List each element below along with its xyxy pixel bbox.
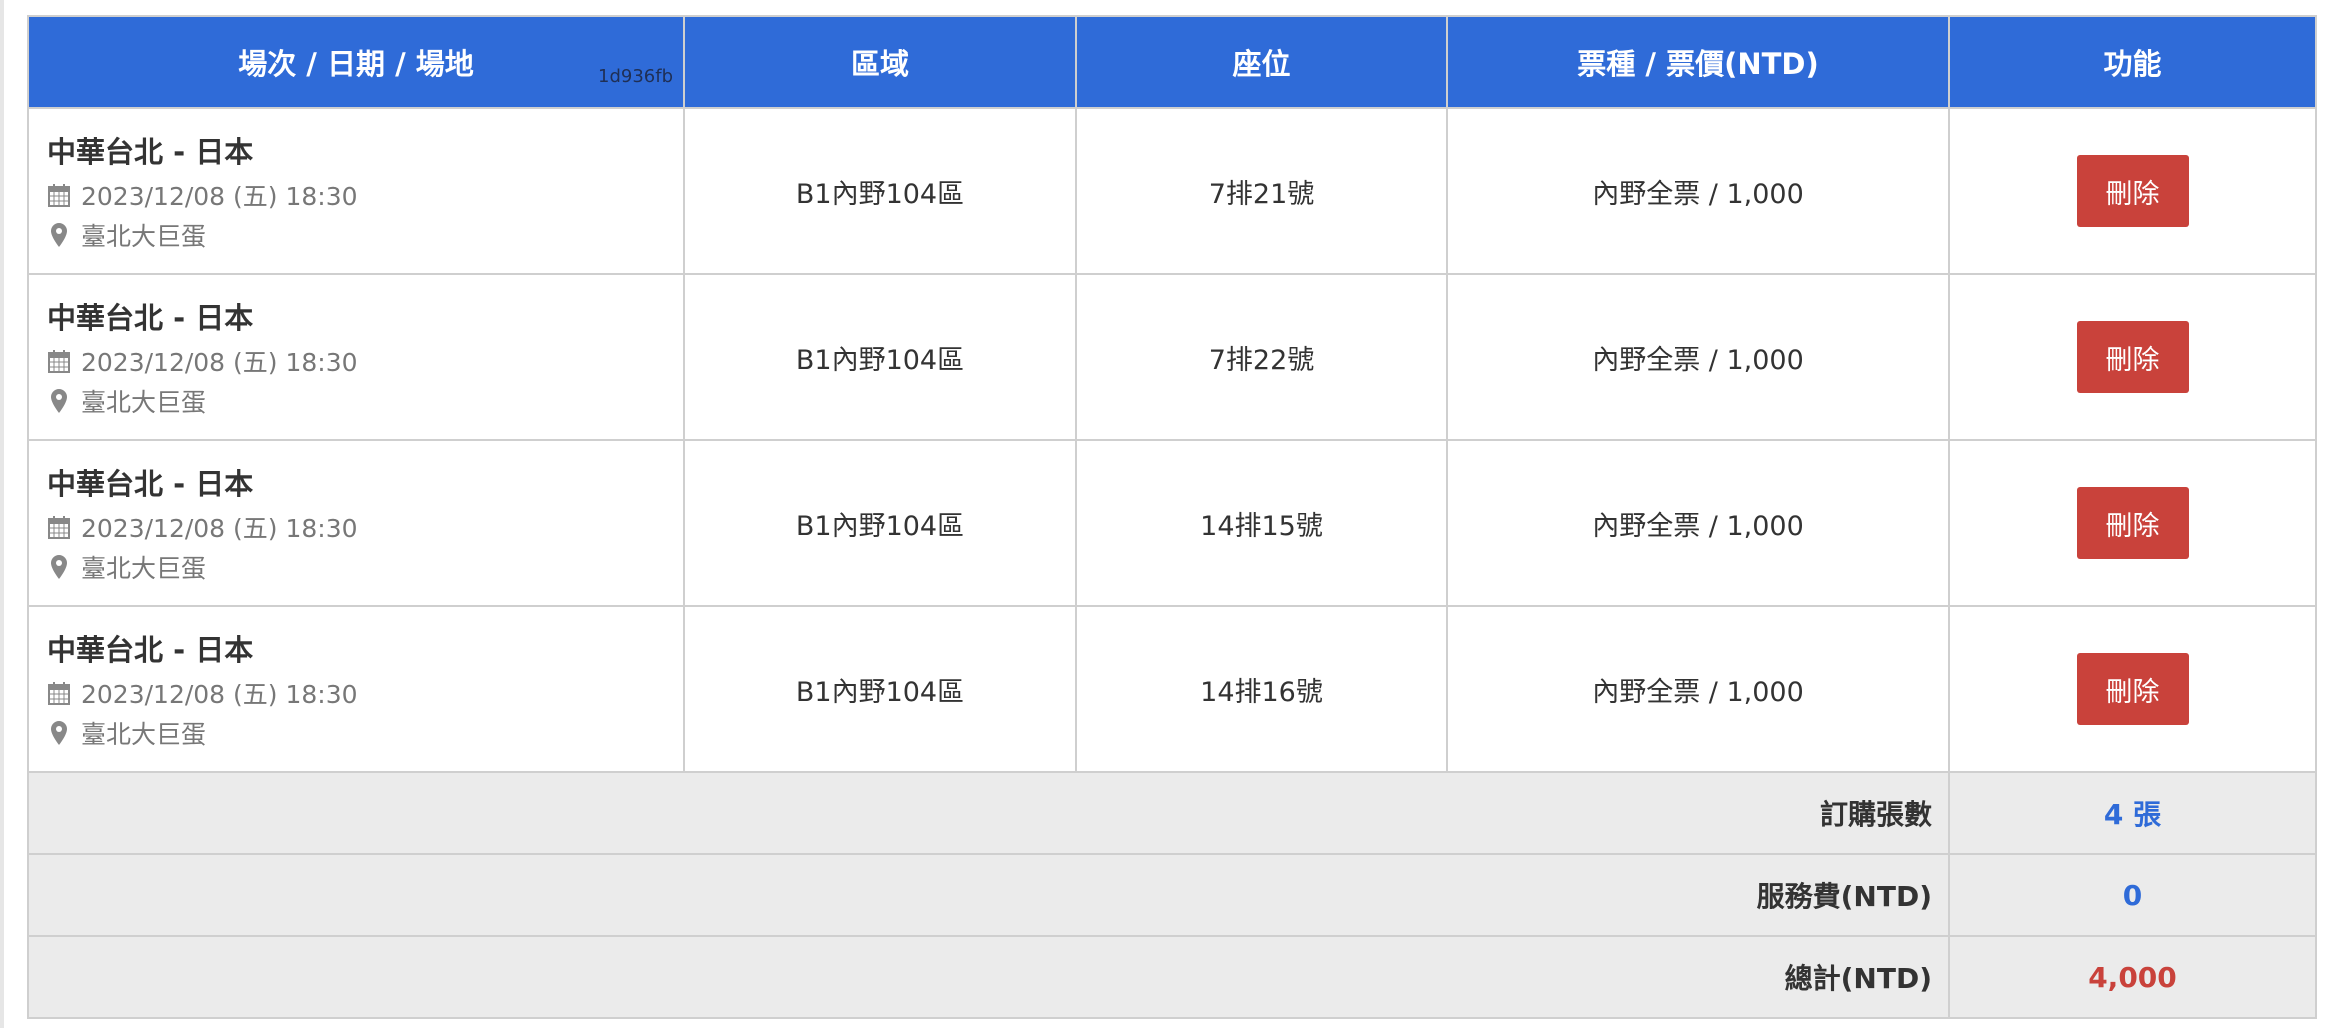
action-cell: 刪除 — [1948, 439, 2317, 607]
ticket-cell: 內野全票 / 1,000 — [1446, 605, 1950, 773]
page-edge — [0, 0, 4, 1028]
venue: 臺北大巨蛋 — [81, 720, 207, 749]
ticket-cell: 內野全票 / 1,000 — [1446, 439, 1950, 607]
delete-button[interactable]: 刪除 — [2076, 487, 2189, 559]
header-seat: 座位 — [1075, 15, 1448, 109]
map-marker-icon — [47, 389, 71, 413]
table-header: 場次 / 日期 / 場地 1d936fb 區域 座位 票種 / 票價(NTD) 功… — [27, 15, 2317, 109]
map-marker-icon — [47, 223, 71, 247]
venue: 臺北大巨蛋 — [81, 222, 207, 251]
summary-fee-row: 服務費(NTD) 0 — [27, 853, 2317, 937]
area-cell: B1內野104區 — [683, 107, 1077, 275]
seat-cell: 7排22號 — [1075, 273, 1448, 441]
ticket-cell: 內野全票 / 1,000 — [1446, 273, 1950, 441]
action-cell: 刪除 — [1948, 107, 2317, 275]
match-title: 中華台北 - 日本 — [47, 301, 254, 335]
ticket-cell: 內野全票 / 1,000 — [1446, 107, 1950, 275]
total-value: 4,000 — [1948, 935, 2317, 1019]
event-date: 2023/12/08 (五) 18:30 — [81, 182, 358, 211]
area-cell: B1內野104區 — [683, 439, 1077, 607]
match-title: 中華台北 - 日本 — [47, 135, 254, 169]
table-row: 中華台北 - 日本 2023/12/08 (五) 18:30 臺北大巨蛋 B1內… — [27, 107, 2317, 275]
delete-button[interactable]: 刪除 — [2076, 321, 2189, 393]
action-cell: 刪除 — [1948, 273, 2317, 441]
count-value: 4 張 — [1948, 771, 2317, 855]
count-label: 訂購張數 — [27, 771, 1950, 855]
venue: 臺北大巨蛋 — [81, 554, 207, 583]
table-row: 中華台北 - 日本 2023/12/08 (五) 18:30 臺北大巨蛋 B1內… — [27, 439, 2317, 607]
header-ticket: 票種 / 票價(NTD) — [1446, 15, 1950, 109]
event-cell: 中華台北 - 日本 2023/12/08 (五) 18:30 臺北大巨蛋 — [27, 107, 685, 275]
action-cell: 刪除 — [1948, 605, 2317, 773]
calendar-icon — [47, 515, 71, 539]
summary-total-row: 總計(NTD) 4,000 — [27, 935, 2317, 1019]
seat-cell: 14排15號 — [1075, 439, 1448, 607]
area-cell: B1內野104區 — [683, 273, 1077, 441]
calendar-icon — [47, 183, 71, 207]
fee-label: 服務費(NTD) — [27, 853, 1950, 937]
delete-button[interactable]: 刪除 — [2076, 653, 2189, 725]
map-marker-icon — [47, 721, 71, 745]
cart-table: 場次 / 日期 / 場地 1d936fb 區域 座位 票種 / 票價(NTD) 功… — [27, 15, 2317, 1019]
build-hash: 1d936fb — [598, 66, 673, 87]
venue: 臺北大巨蛋 — [81, 388, 207, 417]
header-event: 場次 / 日期 / 場地 1d936fb — [27, 15, 685, 109]
fee-value: 0 — [1948, 853, 2317, 937]
event-date: 2023/12/08 (五) 18:30 — [81, 348, 358, 377]
header-area: 區域 — [683, 15, 1077, 109]
match-title: 中華台北 - 日本 — [47, 467, 254, 501]
delete-button[interactable]: 刪除 — [2076, 155, 2189, 227]
event-cell: 中華台北 - 日本 2023/12/08 (五) 18:30 臺北大巨蛋 — [27, 439, 685, 607]
seat-cell: 14排16號 — [1075, 605, 1448, 773]
match-title: 中華台北 - 日本 — [47, 633, 254, 667]
event-date: 2023/12/08 (五) 18:30 — [81, 680, 358, 709]
table-row: 中華台北 - 日本 2023/12/08 (五) 18:30 臺北大巨蛋 B1內… — [27, 605, 2317, 773]
event-date: 2023/12/08 (五) 18:30 — [81, 514, 358, 543]
calendar-icon — [47, 681, 71, 705]
header-action: 功能 — [1948, 15, 2317, 109]
seat-cell: 7排21號 — [1075, 107, 1448, 275]
calendar-icon — [47, 349, 71, 373]
total-label: 總計(NTD) — [27, 935, 1950, 1019]
event-cell: 中華台北 - 日本 2023/12/08 (五) 18:30 臺北大巨蛋 — [27, 273, 685, 441]
table-row: 中華台北 - 日本 2023/12/08 (五) 18:30 臺北大巨蛋 B1內… — [27, 273, 2317, 441]
area-cell: B1內野104區 — [683, 605, 1077, 773]
summary-count-row: 訂購張數 4 張 — [27, 771, 2317, 855]
header-event-label: 場次 / 日期 / 場地 — [238, 47, 474, 81]
event-cell: 中華台北 - 日本 2023/12/08 (五) 18:30 臺北大巨蛋 — [27, 605, 685, 773]
map-marker-icon — [47, 555, 71, 579]
